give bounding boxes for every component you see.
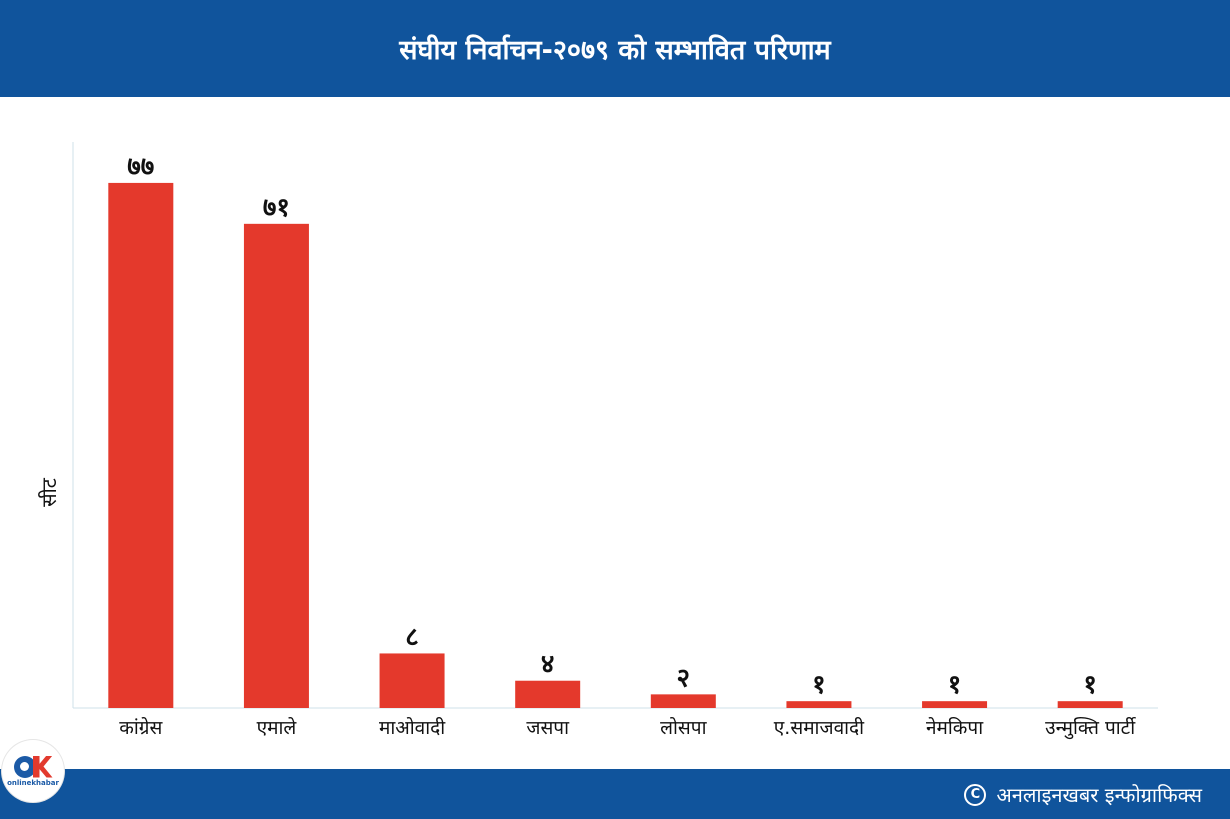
x-tick-label: एमाले: [257, 716, 298, 739]
bar-chart: ७७ कांग्रेस ७१ एमाले ८ माओवादी ४ जसपा २ लोसपा १ ए.स…: [72, 142, 1158, 740]
x-tick-label: माओवादी: [379, 716, 446, 739]
bar: [243, 223, 309, 708]
bar: [650, 694, 716, 708]
x-tick-label: ए.समाजवादी: [774, 716, 865, 739]
footer-banner: C अनलाइनखबर इन्फोग्राफिक्स: [0, 769, 1230, 819]
bar: [1057, 701, 1123, 708]
bar: [515, 680, 581, 708]
x-tick-label: लोसपा: [660, 716, 707, 739]
logo-o-icon: [13, 755, 36, 778]
chart-title: संघीय निर्वाचन-२०७९ को सम्भावित परिणाम: [399, 35, 831, 66]
y-axis-label: सीट: [36, 477, 61, 507]
bar: [108, 182, 174, 709]
data-label: ४: [541, 650, 555, 680]
x-tick-label: कांग्रेस: [119, 716, 163, 739]
bar: [922, 701, 988, 708]
x-tick-label: उन्मुक्ति पार्टी: [1045, 716, 1136, 740]
chart-area: ७७ कांग्रेस ७१ एमाले ८ माओवादी ४ जसपा २ लोसपा १ ए.स…: [0, 97, 1230, 769]
bar: [379, 653, 445, 708]
x-tick-label: जसपा: [526, 717, 570, 739]
footer-credit: अनलाइनखबर इन्फोग्राफिक्स: [996, 783, 1202, 807]
onlinekhabar-logo[interactable]: onlinekhabar: [2, 740, 64, 802]
header-banner: संघीय निर्वाचन-२०७९ को सम्भावित परिणाम: [0, 0, 1230, 97]
data-label: ७७: [127, 152, 154, 182]
logo-text: onlinekhabar: [7, 778, 59, 787]
x-tick-label: नेमकिपा: [926, 716, 984, 739]
data-label: ७१: [263, 193, 290, 223]
data-label: १: [1083, 670, 1097, 700]
footer-credit-wrap: C अनलाइनखबर इन्फोग्राफिक्स: [964, 781, 1202, 808]
logo-mark: [13, 755, 53, 778]
data-label: १: [948, 670, 962, 700]
logo-k-icon: [32, 755, 53, 778]
data-label: ८: [405, 622, 419, 652]
copyright-icon: C: [964, 783, 987, 806]
data-label: १: [812, 670, 826, 700]
y-axis-label-wrap: सीट: [37, 477, 61, 507]
bar: [786, 701, 852, 708]
data-label: २: [677, 663, 691, 693]
